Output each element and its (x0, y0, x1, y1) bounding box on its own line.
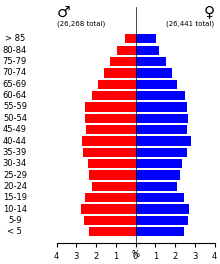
Text: ♀: ♀ (204, 4, 214, 20)
Bar (92, 91, 136, 100)
Bar (92, 182, 136, 191)
Bar (136, 148, 187, 157)
Text: ♂: ♂ (57, 4, 70, 20)
Bar (88, 159, 136, 168)
Bar (136, 136, 191, 146)
Bar (136, 125, 187, 134)
Bar (136, 34, 156, 44)
Bar (136, 193, 184, 202)
Bar (85, 102, 136, 112)
Bar (89, 171, 136, 180)
Bar (136, 159, 182, 168)
Bar (110, 57, 136, 66)
Bar (85, 193, 136, 202)
Bar (136, 91, 185, 100)
Text: (26,441 total): (26,441 total) (167, 21, 214, 27)
Bar (81, 205, 136, 214)
Bar (136, 68, 172, 78)
Bar (136, 205, 189, 214)
Bar (136, 171, 180, 180)
Bar (104, 68, 136, 78)
Bar (136, 216, 188, 225)
Bar (136, 227, 184, 237)
Text: (26,268 total): (26,268 total) (57, 21, 105, 27)
Bar (117, 45, 136, 55)
Bar (98, 79, 136, 89)
Bar (136, 79, 177, 89)
Bar (84, 216, 136, 225)
Bar (136, 57, 166, 66)
Bar (83, 148, 136, 157)
Bar (136, 102, 187, 112)
Bar (85, 114, 136, 123)
Bar (136, 182, 177, 191)
Bar (86, 125, 136, 134)
Text: %: % (132, 250, 139, 259)
Bar (136, 45, 159, 55)
Bar (82, 136, 136, 146)
Bar (136, 114, 188, 123)
Bar (89, 227, 136, 237)
Bar (125, 34, 136, 44)
